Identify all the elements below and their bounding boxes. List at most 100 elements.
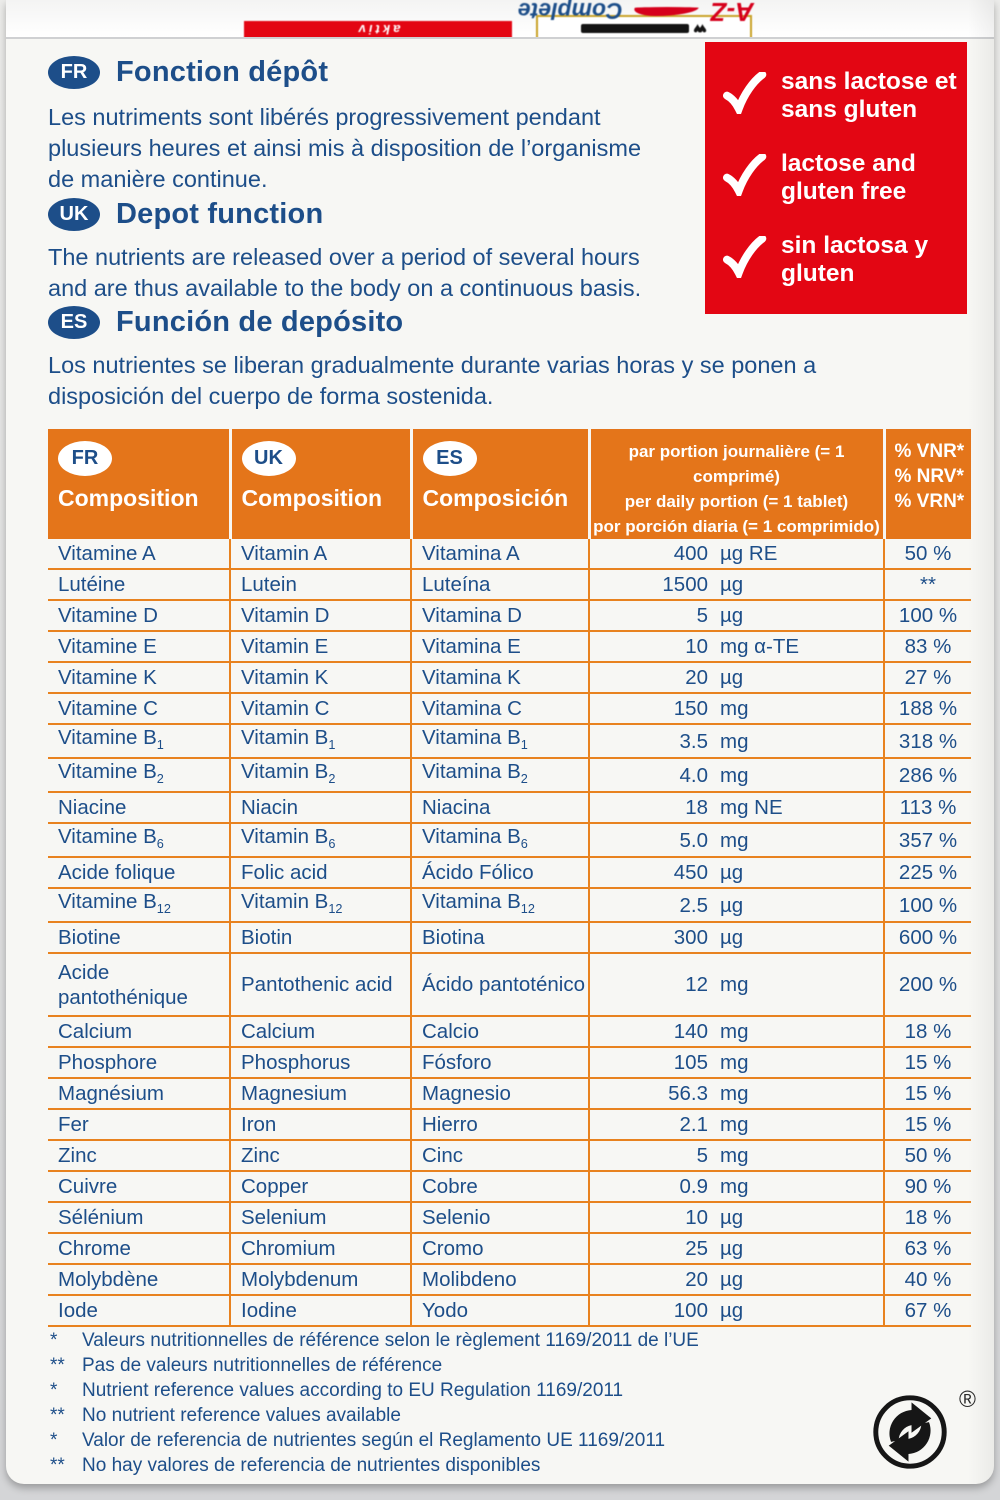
- section-fr-title: Fonction dépôt: [116, 56, 329, 88]
- brand-complete: Complete: [517, 0, 623, 24]
- cell-name-uk: Iron: [229, 1108, 411, 1141]
- cell-nrv-percent: 18 %: [883, 1015, 971, 1048]
- cell-name-uk: Vitamin E: [229, 630, 411, 662]
- brand-az: A-Z: [710, 0, 754, 27]
- cell-name-uk: Vitamin B6: [229, 822, 411, 858]
- cell-name-fr: Vitamine B1: [48, 722, 230, 759]
- cell-name-uk: Vitamin C: [229, 692, 411, 724]
- cell-name-fr: Biotine: [48, 921, 230, 954]
- cell-amount: 56.3 mg: [588, 1077, 884, 1110]
- cell-nrv-percent: 100 %: [883, 887, 971, 923]
- cell-nrv-percent: 113 %: [883, 791, 971, 824]
- cell-name-fr: Sélénium: [48, 1201, 230, 1234]
- logo-text-blur: [581, 24, 690, 34]
- cell-name-es: Calcio: [410, 1015, 589, 1048]
- cell-name-es: Vitamina B1: [410, 722, 589, 759]
- cell-amount: 105 mg: [588, 1046, 884, 1079]
- es-language-badge: ES: [48, 306, 100, 339]
- cell-nrv-percent: 18 %: [883, 1201, 971, 1234]
- cell-name-es: Cobre: [410, 1170, 589, 1203]
- cell-name-fr: Vitamine B2: [48, 757, 230, 793]
- cell-name-es: Fósforo: [410, 1046, 589, 1079]
- table-row: Vitamine B2 Vitamin B2 Vitamina B2 4.0 mg 286…: [48, 757, 971, 793]
- cell-name-uk: Chromium: [229, 1232, 411, 1265]
- table-row: Acide folique Folic acid Ácido Fólico 450 µg…: [48, 856, 971, 889]
- table-row: Magnésium Magnesium Magnesio 56.3 mg 15 %: [48, 1077, 971, 1110]
- es-header-badge: ES: [422, 441, 477, 476]
- footnote-text: No hay valores de referencia de nutrient…: [82, 1455, 541, 1476]
- nrv-percent-lines: % VNR* % NRV* % VRN*: [886, 429, 972, 514]
- cell-name-es: Cinc: [410, 1139, 589, 1172]
- cell-name-es: Yodo: [410, 1294, 589, 1328]
- footnote-row: * Valor de referencia de nutrientes según…: [50, 1428, 880, 1453]
- brand-swoosh-icon: [629, 7, 699, 16]
- cell-name-es: Biotina: [410, 921, 589, 954]
- table-row: Acide pantothénique Pantothenic acid Ácido…: [48, 952, 971, 1017]
- uk-language-badge: UK: [48, 198, 100, 231]
- header-es-composition: ES Composición: [409, 429, 589, 539]
- section-uk-header: UK Depot function: [48, 198, 323, 231]
- fr-header-label: Composition: [58, 485, 199, 511]
- section-uk-title: Depot function: [116, 198, 324, 230]
- cell-name-uk: Molybdenum: [229, 1263, 411, 1296]
- cell-name-es: Hierro: [410, 1108, 589, 1141]
- composition-table-wrap: FR Composition UK Composition ES Composi…: [48, 429, 972, 1328]
- cell-name-es: Selenio: [410, 1201, 589, 1234]
- nrv-line: % VRN*: [894, 491, 965, 512]
- cell-name-uk: Niacin: [229, 791, 411, 824]
- cell-nrv-percent: 67 %: [883, 1294, 971, 1328]
- section-es-body: Los nutrientes se liberan gradualmente d…: [48, 352, 817, 409]
- footnote-text: Pas de valeurs nutritionnelles de référe…: [82, 1355, 443, 1376]
- header-daily-portion: par portion journalière (= 1 comprimé) pe…: [587, 429, 884, 539]
- cell-nrv-percent: 27 %: [883, 661, 971, 693]
- cell-amount: 3.5 mg: [588, 722, 884, 759]
- footnote-text: Nutrient reference values according to E…: [82, 1380, 624, 1401]
- cell-name-uk: Vitamin B2: [229, 757, 411, 793]
- cell-nrv-percent: 50 %: [883, 539, 971, 569]
- table-row: Lutéine Lutein Luteína 1500 µg **: [48, 568, 971, 600]
- cell-name-uk: Magnesium: [229, 1077, 411, 1110]
- table-row: Zinc Zinc Cinc 5 mg 50 %: [48, 1139, 971, 1172]
- cell-name-es: Vitamina C: [410, 692, 589, 724]
- cell-amount: 5.0 mg: [588, 822, 884, 858]
- daily-portion-line: par portion journalière (= 1 comprimé): [628, 442, 845, 486]
- package-back-panel: ♥♥ aktiv A-Z Complete FR Fonction dépôt …: [6, 0, 994, 1484]
- daily-portion-lines: par portion journalière (= 1 comprimé) pe…: [591, 429, 883, 539]
- cell-name-uk: Zinc: [229, 1139, 411, 1172]
- cell-name-fr: Chrome: [48, 1232, 230, 1265]
- registered-trademark: ®: [959, 1386, 976, 1412]
- table-row: Molybdène Molybdenum Molibdeno 20 µg 40 %: [48, 1263, 971, 1296]
- cell-amount: 2.5 µg: [588, 887, 884, 923]
- cell-name-es: Vitamina B2: [410, 757, 589, 793]
- table-row: Vitamine B6 Vitamin B6 Vitamina B6 5.0 mg 357…: [48, 822, 971, 858]
- claim-text: lactose and gluten free: [781, 150, 916, 205]
- es-header-label: Composición: [422, 485, 569, 511]
- daily-portion-line: per daily portion (= 1 tablet): [624, 492, 849, 511]
- footnotes: * Valeurs nutritionnelles de référence se…: [50, 1328, 880, 1478]
- cell-amount: 20 µg: [588, 1263, 884, 1296]
- table-row: Vitamine B1 Vitamin B1 Vitamina B1 3.5 mg 318…: [48, 722, 971, 759]
- cell-amount: 10 µg: [588, 1201, 884, 1234]
- cell-name-uk: Phosphorus: [229, 1046, 411, 1079]
- cell-name-fr: Iode: [48, 1294, 230, 1328]
- checkmark-icon: [721, 152, 767, 201]
- cell-name-fr: Vitamine E: [48, 630, 230, 662]
- uk-header-label: Composition: [241, 485, 383, 511]
- cell-nrv-percent: 600 %: [883, 921, 971, 954]
- cell-nrv-percent: 15 %: [883, 1077, 971, 1110]
- cell-name-uk: Iodine: [229, 1294, 411, 1328]
- cell-amount: 5 mg: [588, 1139, 884, 1172]
- table-row: Phosphore Phosphorus Fósforo 105 mg 15 %: [48, 1046, 971, 1079]
- cell-name-fr: Vitamine B6: [48, 822, 230, 858]
- cell-nrv-percent: 318 %: [883, 722, 971, 759]
- cell-nrv-percent: 357 %: [883, 822, 971, 858]
- cell-name-fr: Molybdène: [48, 1263, 230, 1296]
- cell-name-fr: Calcium: [48, 1015, 230, 1048]
- cell-name-uk: Biotin: [229, 921, 411, 954]
- cell-name-fr: Acide folique: [48, 856, 230, 889]
- cell-amount: 1500 µg: [588, 568, 884, 600]
- table-row: Vitamine B12 Vitamin B12 Vitamina B12 2.5 µg…: [48, 887, 971, 923]
- cell-nrv-percent: 200 %: [883, 952, 971, 1017]
- footnote-row: * Nutrient reference values according to …: [50, 1378, 880, 1403]
